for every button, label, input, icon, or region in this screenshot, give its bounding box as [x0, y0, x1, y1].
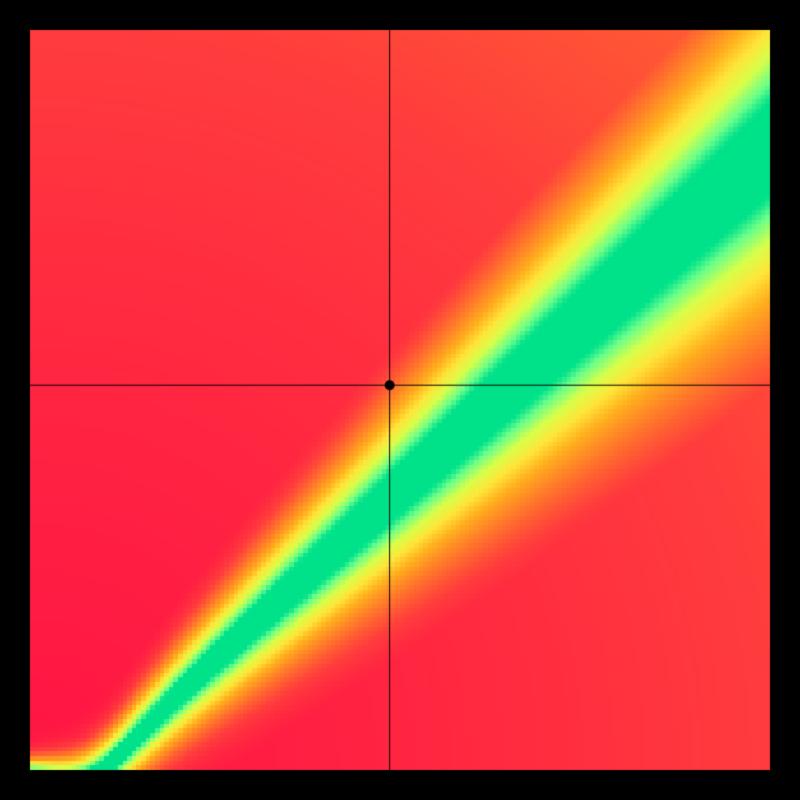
heatmap-canvas — [0, 0, 800, 800]
watermark-text: TheBottleneck.com — [567, 4, 770, 30]
chart-container: TheBottleneck.com — [0, 0, 800, 800]
